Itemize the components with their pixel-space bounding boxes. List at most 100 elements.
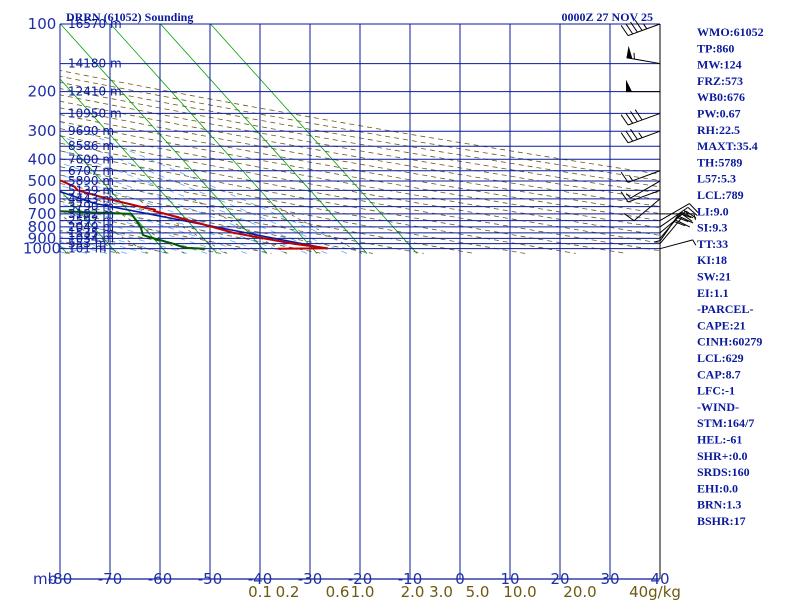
index-value: CAPE:21 bbox=[697, 318, 746, 332]
temperature-tick-label: 30 bbox=[600, 570, 619, 588]
index-value: -WIND- bbox=[697, 400, 739, 414]
wind-barb bbox=[620, 128, 661, 144]
pressure-tick-label: 900 bbox=[28, 229, 57, 247]
index-value: BRN:1.3 bbox=[697, 498, 741, 512]
dry-adiabat bbox=[60, 135, 660, 244]
mixing-ratio-line bbox=[96, 198, 185, 254]
moist-adiabat bbox=[60, 236, 128, 254]
index-value: LI:9.0 bbox=[697, 204, 729, 218]
moist-adiabat bbox=[60, 149, 328, 254]
temperature-tick-label: -30 bbox=[298, 570, 323, 588]
pressure-tick-label: 200 bbox=[28, 83, 57, 101]
height-label: 12410 m bbox=[68, 85, 122, 99]
wind-barb bbox=[625, 180, 661, 199]
temperature-tick-label: 20 bbox=[550, 570, 569, 588]
index-value: SI:9.3 bbox=[697, 221, 727, 235]
temperature-tick-label: 40 bbox=[650, 570, 669, 588]
moist-adiabat bbox=[60, 230, 148, 254]
index-value: MAXT:35.4 bbox=[697, 139, 758, 153]
wind-barb bbox=[625, 79, 661, 93]
index-value: -PARCEL- bbox=[697, 302, 753, 316]
pressure-tick-label: 800 bbox=[28, 218, 57, 236]
temperature-tick-label: 10 bbox=[500, 570, 519, 588]
index-value: WB0:676 bbox=[697, 90, 745, 104]
height-label: 5139 m bbox=[68, 183, 114, 197]
wind-barb bbox=[620, 189, 661, 203]
index-value: SW:21 bbox=[697, 270, 731, 284]
wind-barb bbox=[659, 203, 699, 222]
temperature-tick-label: -80 bbox=[48, 570, 73, 588]
isotherm-line bbox=[160, 24, 368, 254]
isotherm-line bbox=[210, 24, 418, 254]
height-label: 3182 m bbox=[68, 207, 114, 221]
index-value: TT:33 bbox=[697, 237, 728, 251]
pressure-tick-label: 700 bbox=[28, 205, 57, 223]
mixing-ratio-label: 40g/kg bbox=[629, 583, 681, 600]
mixing-ratio-label: 2.0 bbox=[401, 583, 425, 600]
index-value: WMO:61052 bbox=[697, 25, 764, 39]
height-label: 16570 m bbox=[68, 17, 122, 31]
mixing-ratio-line bbox=[192, 198, 288, 254]
dry-adiabat bbox=[60, 229, 171, 254]
wind-barb bbox=[653, 206, 661, 243]
mixing-ratio-line bbox=[262, 198, 363, 254]
pressure-tick-label: 600 bbox=[28, 190, 57, 208]
height-label: 7600 m bbox=[68, 152, 114, 166]
height-label: 14180 m bbox=[68, 57, 122, 71]
valid-time: 0000Z 27 NOV 25 bbox=[562, 10, 653, 24]
index-value: SRDS:160 bbox=[697, 465, 750, 479]
pressure-tick-label: 100 bbox=[28, 15, 57, 33]
dry-adiabat bbox=[60, 158, 576, 254]
mixing-ratio-line bbox=[62, 198, 149, 254]
pressure-grid bbox=[59, 23, 661, 580]
moist-adiabat bbox=[60, 203, 228, 254]
dry-adiabat bbox=[60, 75, 660, 181]
dry-adiabats bbox=[60, 70, 660, 254]
index-value: RH:22.5 bbox=[697, 123, 740, 137]
parcel-path bbox=[60, 190, 328, 250]
mixing-ratio-label: 10.0 bbox=[503, 583, 536, 600]
mixing-ratio-label: 0.6 bbox=[326, 583, 350, 600]
pressure-tick-label: 300 bbox=[28, 122, 57, 140]
dry-adiabat bbox=[60, 166, 526, 254]
isotherm-line bbox=[60, 24, 268, 254]
pressure-tick-label: 1000 bbox=[23, 240, 61, 258]
wind-barb bbox=[620, 170, 661, 183]
temperature-tick-label: -60 bbox=[148, 570, 173, 588]
wind-barb bbox=[659, 239, 697, 250]
height-label: 6707 m bbox=[68, 164, 114, 178]
dry-adiabat bbox=[60, 70, 660, 175]
mixing-ratio-line bbox=[136, 198, 228, 254]
sounding-indices-panel: WMO:61052 TP:860 MW:124 FRZ:573 WB0:676 PW:0.… bbox=[697, 25, 764, 528]
index-value: LCL:629 bbox=[697, 351, 744, 365]
moist-adiabat bbox=[60, 194, 248, 254]
temperature-profile bbox=[60, 179, 329, 250]
dry-adiabat bbox=[60, 219, 221, 254]
height-label: 5890 m bbox=[68, 174, 114, 188]
index-value: CAP:8.7 bbox=[697, 367, 741, 381]
index-value: L57:5.3 bbox=[697, 172, 736, 186]
dry-adiabat bbox=[60, 100, 660, 208]
wind-barb bbox=[620, 109, 661, 126]
height-label: 101 m bbox=[68, 242, 106, 256]
index-value: TP:860 bbox=[697, 41, 734, 55]
index-value: STM:164/7 bbox=[697, 416, 754, 430]
mixing-ratio-line bbox=[60, 214, 120, 254]
height-label: 10950 m bbox=[68, 106, 122, 120]
dry-adiabat bbox=[60, 107, 660, 214]
dry-adiabat bbox=[60, 150, 627, 254]
dry-adiabat bbox=[60, 114, 660, 222]
dewpoint-profile bbox=[60, 210, 206, 250]
pressure-tick-label: 400 bbox=[28, 150, 57, 168]
mixing-ratio-label: 3.0 bbox=[429, 583, 453, 600]
pressure-tick-label: 500 bbox=[28, 172, 57, 190]
mixing-ratio-label: 1.0 bbox=[351, 583, 375, 600]
index-value: PW:0.67 bbox=[697, 107, 741, 121]
height-label: 2049 m bbox=[68, 220, 114, 234]
index-value: KI:18 bbox=[697, 253, 727, 267]
index-value: LCL:789 bbox=[697, 188, 744, 202]
mixing-ratio-label: 0.1 bbox=[248, 583, 272, 600]
